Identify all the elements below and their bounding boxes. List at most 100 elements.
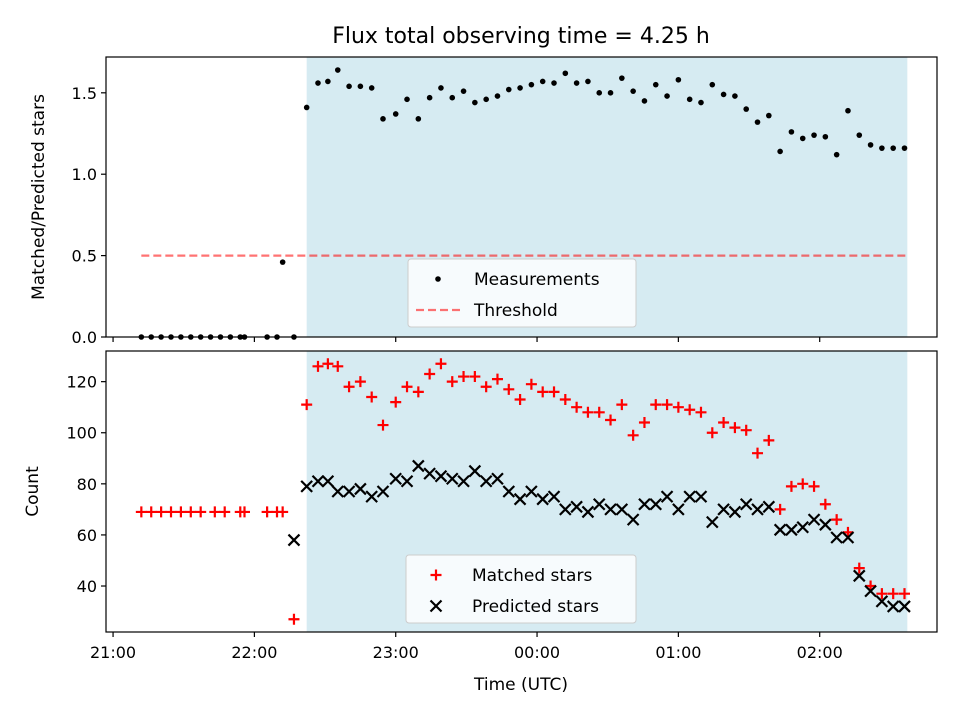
data-point [517,85,523,91]
data-point [559,503,572,516]
data-point [135,506,147,518]
data-point [853,562,865,574]
flux-ratio-panel: 0.0 0.5 1.0 1.5 Matched/Predicted stars Measu… [29,56,938,347]
data-point [503,383,515,395]
data-point [774,503,786,515]
data-point [547,490,561,503]
y-tick-label: 60 [77,526,97,545]
data-point [426,94,433,101]
data-point [491,472,504,486]
data-point [698,99,704,106]
data-point [864,584,877,598]
data-point [551,80,557,86]
data-point [833,151,840,158]
data-point [559,394,571,406]
data-point [694,490,708,503]
data-point [785,523,798,537]
data-point [652,81,659,88]
data-point [145,506,157,518]
data-point [331,485,345,498]
data-point [279,259,286,265]
data-point [752,447,764,459]
x-tick-label: 01:00 [655,643,701,662]
data-point [322,358,334,370]
data-point [773,523,787,537]
data-point [571,401,583,413]
x-axis-label: Time (UTC) [473,675,568,695]
data-point [766,112,772,119]
axes-frame [105,56,938,338]
data-point [424,368,436,380]
data-point [732,93,738,99]
data-point [346,83,352,90]
data-point [831,514,843,526]
data-point [684,404,696,416]
legend-marker [435,276,441,282]
data-point [446,376,458,388]
data-point [649,497,663,511]
data-point [867,142,874,148]
chart-title: Flux total observing time = 4.25 h [332,24,710,49]
data-point [819,518,832,531]
data-point [312,360,324,372]
data-point [460,88,467,94]
legend-label: Measurements [474,270,600,290]
y-tick-label: 80 [77,475,97,494]
data-point [525,485,538,498]
x-tick-label: 02:00 [797,643,843,662]
data-point [720,91,727,98]
data-point [195,506,207,518]
data-point [404,96,410,103]
data-point [630,88,636,94]
data-point [175,506,187,518]
data-point [604,503,617,516]
legend-label: Threshold [473,301,558,321]
data-point [856,132,863,138]
data-point [472,99,478,106]
data-point [672,401,684,413]
data-point [377,419,389,431]
data-point [423,467,436,480]
data-point [740,424,752,436]
data-point [390,396,402,408]
data-point [334,67,341,73]
legend-box [405,554,637,624]
data-point [415,116,422,122]
data-point [898,600,911,613]
data-point [536,492,549,506]
data-point [650,399,662,411]
data-point [876,588,888,600]
data-point [368,85,375,91]
data-point [672,503,685,516]
data-point [799,135,806,142]
legend-marker [430,569,442,581]
data-point [830,531,843,544]
data-point [491,373,503,385]
data-point [469,371,481,383]
data-point [808,480,820,492]
data-point [641,98,648,104]
data-point [376,485,390,498]
data-point [311,475,325,488]
data-point [185,506,197,518]
data-point [401,381,413,393]
data-point [706,427,718,439]
data-point [797,478,809,490]
legend-label: Predicted stars [472,597,599,617]
data-point [332,360,344,372]
data-point [165,506,177,518]
data-point [660,490,674,503]
data-point [412,386,424,398]
data-point [811,132,817,138]
data-point [615,503,629,516]
data-point [788,129,795,135]
data-point [209,506,221,518]
data-point [581,505,595,519]
data-point [616,399,628,411]
data-point [354,376,366,388]
data-point [380,116,386,122]
data-point [592,497,606,511]
data-point [412,459,425,473]
data-point [239,506,250,518]
